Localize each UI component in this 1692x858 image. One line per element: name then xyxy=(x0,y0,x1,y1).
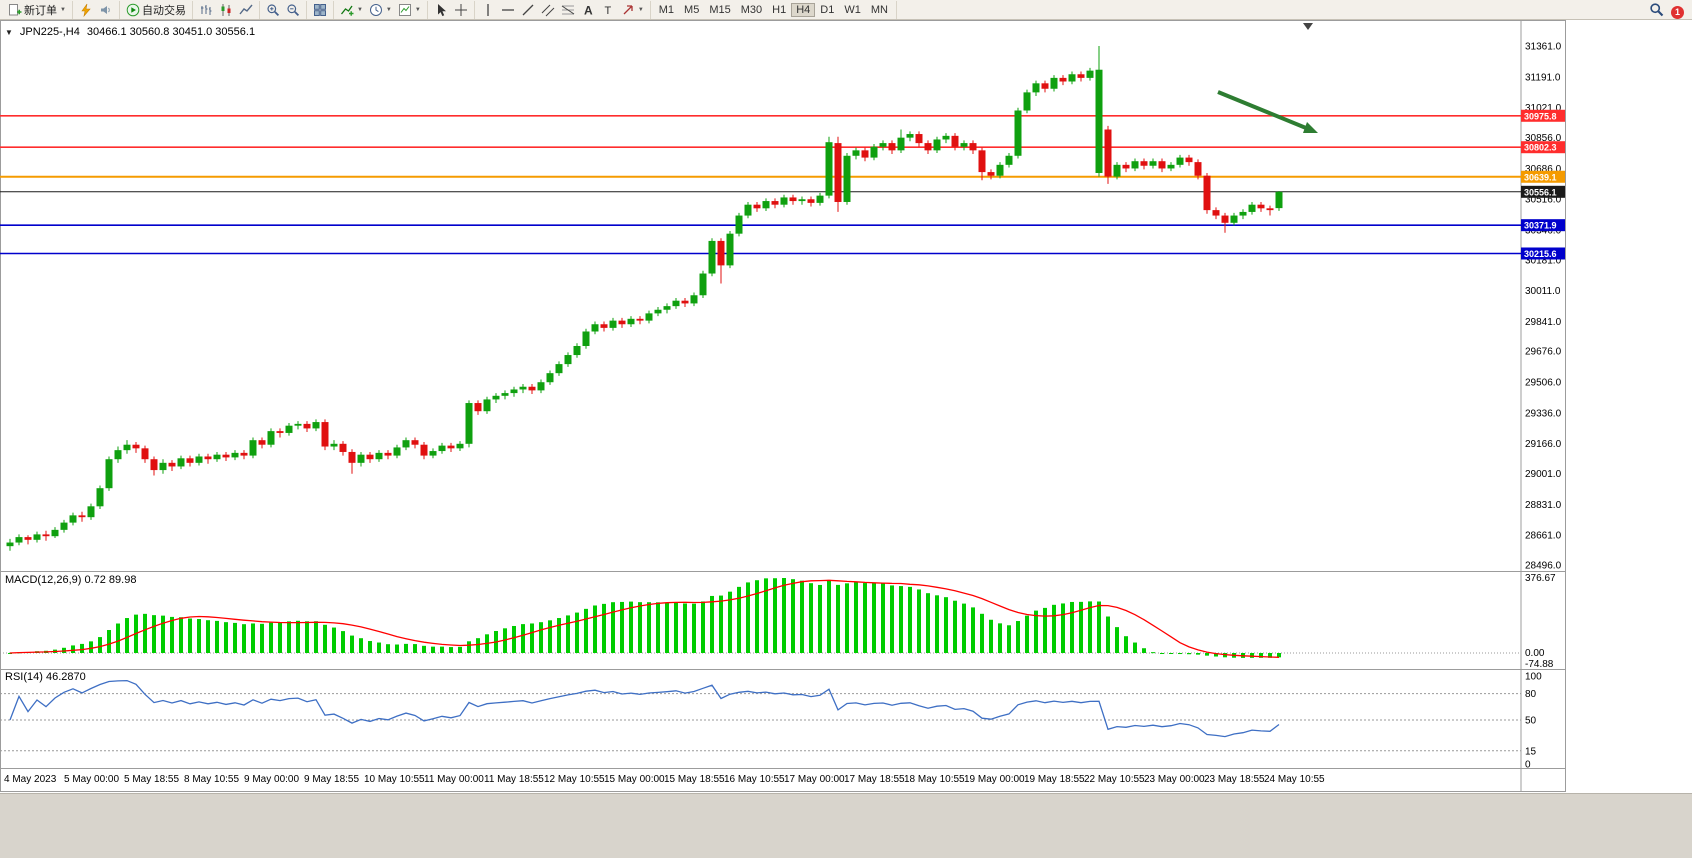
crosshair-icon xyxy=(454,3,468,17)
time-axis-label: 17 May 00:00 xyxy=(784,774,845,785)
autotrading-button-label: 自动交易 xyxy=(141,4,186,17)
timeframe-d1-button[interactable]: D1 xyxy=(820,3,835,16)
time-axis-label: 15 May 18:55 xyxy=(664,774,725,785)
time-axis-label: 15 May 00:00 xyxy=(604,774,665,785)
macd-title: MACD(12,26,9) 0.72 89.98 xyxy=(5,574,137,586)
chart-title: ▼ JPN225-,H4 30466.1 30560.8 30451.0 305… xyxy=(5,26,255,38)
chart-area[interactable] xyxy=(0,20,1566,792)
templates-button[interactable]: ▼ xyxy=(395,2,424,18)
time-axis-label: 5 May 18:55 xyxy=(124,774,180,785)
timeframe-h1-button[interactable]: H1 xyxy=(772,3,787,16)
collapse-icon[interactable]: ▼ xyxy=(5,27,13,37)
chart-line-button[interactable] xyxy=(236,2,256,18)
time-axis-label: 16 May 10:55 xyxy=(724,774,785,785)
cursor-button[interactable] xyxy=(431,2,451,18)
new-order-button[interactable]: 新订单 ▼ xyxy=(5,1,69,19)
fibo-icon xyxy=(561,3,575,17)
cursor-icon xyxy=(434,3,448,17)
indicators-button[interactable]: ▼ xyxy=(337,2,366,18)
crosshair-button[interactable] xyxy=(451,2,471,18)
svg-text:A: A xyxy=(584,3,593,17)
lightning-icon xyxy=(79,3,93,17)
horizontal-line-button[interactable] xyxy=(498,2,518,18)
caret-down-icon: ▼ xyxy=(356,6,363,13)
timeframe-m5-button[interactable]: M5 xyxy=(684,3,700,16)
equidistant-channel-button[interactable] xyxy=(538,2,558,18)
doc-plus-icon xyxy=(8,3,22,17)
channel-icon xyxy=(541,3,555,17)
rsi-title: RSI(14) 46.2870 xyxy=(5,671,86,683)
periods-button[interactable]: ▼ xyxy=(366,2,395,18)
timeframe-w1-button[interactable]: W1 xyxy=(844,3,861,16)
svg-text:T: T xyxy=(604,5,611,17)
toolbar-right-icons: 1 xyxy=(1649,2,1684,22)
template-icon xyxy=(398,3,412,17)
time-axis-label: 22 May 10:55 xyxy=(1084,774,1145,785)
time-axis-label: 23 May 18:55 xyxy=(1204,774,1265,785)
zoom-in-button[interactable] xyxy=(263,2,283,18)
time-axis-label: 9 May 18:55 xyxy=(304,774,360,785)
toolbar: 新订单 ▼ 自动交易 ▼ ▼ ▼ A T ▼ M1 M5 M15 M30 H1 H4 D1 W1 MN xyxy=(0,0,1692,20)
autotrading-button[interactable]: 自动交易 xyxy=(123,1,189,19)
text-label-button[interactable]: T xyxy=(598,2,618,18)
search-icon[interactable] xyxy=(1649,2,1664,22)
chart-bars-button[interactable] xyxy=(196,2,216,18)
time-axis-label: 19 May 18:55 xyxy=(1024,774,1085,785)
chart-candles-button[interactable] xyxy=(216,2,236,18)
label-t-icon: T xyxy=(601,3,615,17)
time-axis-label: 24 May 10:55 xyxy=(1264,774,1325,785)
play-green-icon xyxy=(126,3,140,17)
caret-down-icon: ▼ xyxy=(637,6,644,13)
time-axis-label: 5 May 00:00 xyxy=(64,774,120,785)
window-bottom-strip xyxy=(0,793,1692,858)
vertical-line-button[interactable] xyxy=(478,2,498,18)
timeframe-h4-button[interactable]: H4 xyxy=(791,2,816,17)
clock-icon xyxy=(369,3,383,17)
arrow-icon xyxy=(621,3,635,17)
notification-badge[interactable]: 1 xyxy=(1671,5,1684,19)
caret-down-icon: ▼ xyxy=(385,6,392,13)
text-a-icon: A xyxy=(581,3,595,17)
time-axis-label: 8 May 10:55 xyxy=(184,774,240,785)
arrows-button[interactable]: ▼ xyxy=(618,2,647,18)
trendline-button[interactable] xyxy=(518,2,538,18)
alerts-button[interactable] xyxy=(96,2,116,18)
fibonacci-button[interactable] xyxy=(558,2,578,18)
linechart-icon xyxy=(239,3,253,17)
time-axis-label: 12 May 10:55 xyxy=(544,774,605,785)
time-axis-label: 4 May 2023 xyxy=(4,774,57,785)
zoom-out-icon xyxy=(286,3,300,17)
zoom-in-icon xyxy=(266,3,280,17)
caret-down-icon: ▼ xyxy=(414,6,421,13)
tile-windows-button[interactable] xyxy=(310,2,330,18)
new-order-button-label: 新订单 xyxy=(24,4,57,17)
candles-icon xyxy=(219,3,233,17)
tiles-icon xyxy=(313,3,327,17)
time-axis-label: 10 May 10:55 xyxy=(364,774,425,785)
timeframe-m1-button[interactable]: M1 xyxy=(658,3,675,16)
speaker-icon xyxy=(99,3,113,17)
indicator-icon xyxy=(340,3,354,17)
time-axis-label: 23 May 00:00 xyxy=(1144,774,1205,785)
time-axis-label: 17 May 18:55 xyxy=(844,774,905,785)
time-axis-label: 11 May 18:55 xyxy=(484,774,544,785)
timeframe-mn-button[interactable]: MN xyxy=(870,3,888,16)
zoom-out-button[interactable] xyxy=(283,2,303,18)
timeframe-m30-button[interactable]: M30 xyxy=(740,3,763,16)
chart-ohlc: 30466.1 30560.8 30451.0 30556.1 xyxy=(86,26,256,38)
time-axis-label: 11 May 00:00 xyxy=(424,774,484,785)
time-axis-label: 19 May 00:00 xyxy=(964,774,1025,785)
time-axis-label: 18 May 10:55 xyxy=(904,774,965,785)
metaeditor-button[interactable] xyxy=(76,2,96,18)
trend-icon xyxy=(521,3,535,17)
chart-symbol-period: JPN225-,H4 xyxy=(19,26,80,38)
time-axis-label: 9 May 00:00 xyxy=(244,774,300,785)
vline-icon xyxy=(481,3,495,17)
timeframe-m15-button[interactable]: M15 xyxy=(709,3,731,16)
hline-icon xyxy=(501,3,515,17)
caret-down-icon: ▼ xyxy=(60,6,66,13)
bars-icon xyxy=(199,3,213,17)
text-button[interactable]: A xyxy=(578,2,598,18)
